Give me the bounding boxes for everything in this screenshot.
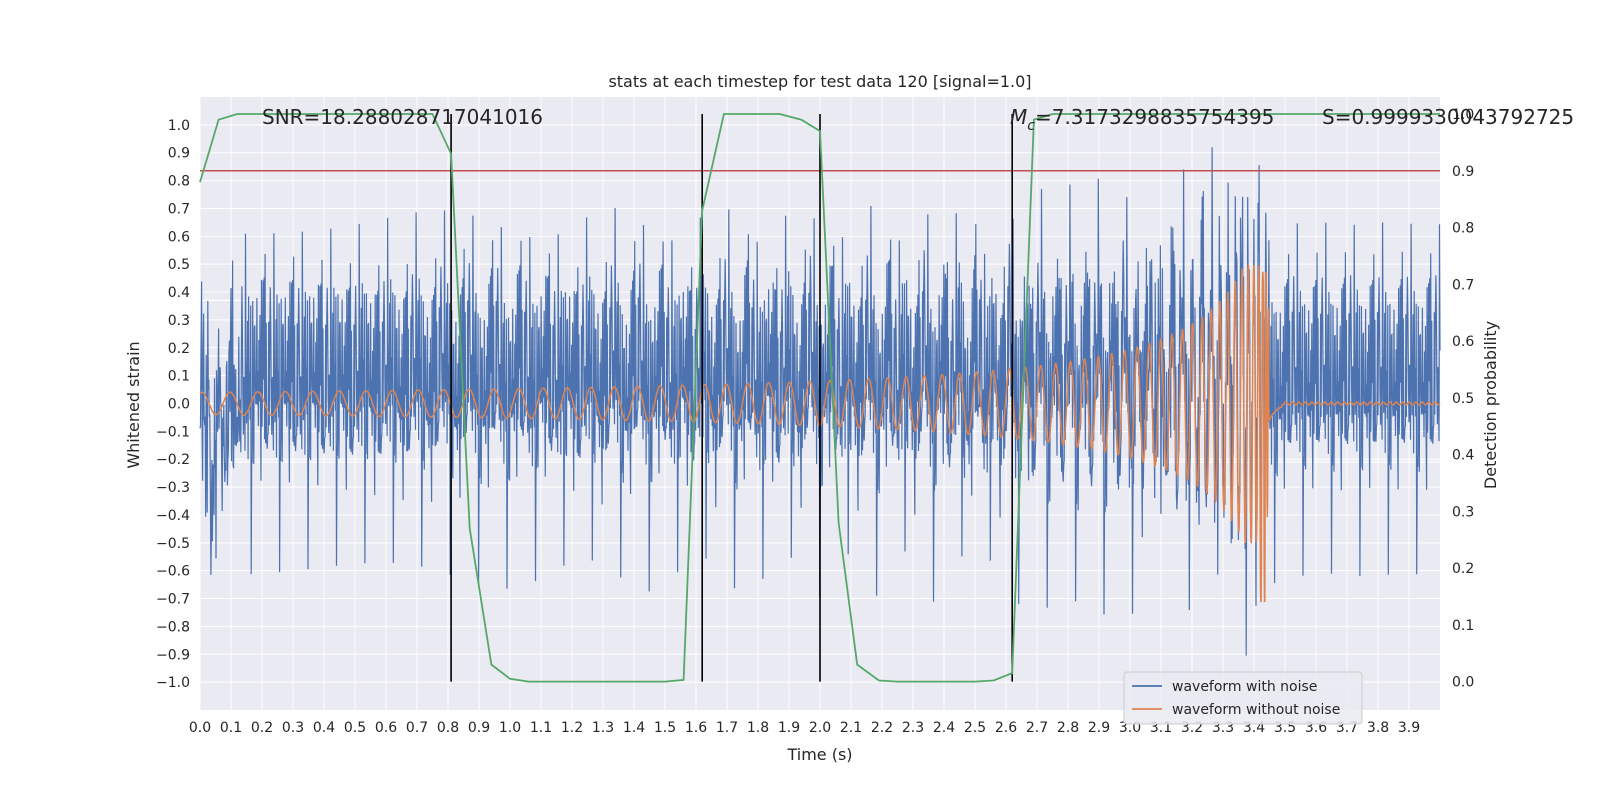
y-tick-label: 0.8 — [168, 174, 190, 190]
x-tick-label: 0.1 — [220, 720, 242, 736]
legend: waveform with noise waveform without noi… — [1123, 671, 1363, 725]
legend-label-clean: waveform without noise — [1172, 702, 1340, 718]
x-tick-label: 0.5 — [344, 720, 366, 736]
y-tick-label: −1.0 — [156, 675, 190, 691]
y-tick-label: −0.1 — [156, 424, 190, 440]
y-axis-label: Whitened strain — [124, 341, 143, 468]
chirp-mass-annotation: Mc=7.3173298835754395 — [1010, 105, 1274, 134]
legend-box — [1123, 671, 1363, 725]
x-tick-label: 0.2 — [251, 720, 273, 736]
snr-annotation: SNR=18.288028717041016 — [262, 105, 543, 129]
y-right-tick-label: 0.5 — [1452, 391, 1474, 407]
y-tick-label: −0.8 — [156, 619, 190, 635]
x-tick-label: 1.4 — [623, 720, 645, 736]
x-tick-label: 2.5 — [964, 720, 986, 736]
chirp-mass-symbol: M — [1010, 105, 1027, 129]
y-right-tick-label: 0.4 — [1452, 448, 1474, 464]
y-axis-right-label: Detection probability — [1481, 321, 1500, 489]
x-tick-label: 2.4 — [933, 720, 955, 736]
x-tick-label: 2.7 — [1026, 720, 1048, 736]
x-tick-label: 0.0 — [189, 720, 211, 736]
detection-probability-line — [199, 113, 1440, 683]
x-tick-label: 2.0 — [809, 720, 831, 736]
y-right-tick-label: 0.0 — [1452, 675, 1474, 691]
y-tick-label: −0.7 — [156, 592, 190, 608]
x-tick-label: 2.9 — [1088, 720, 1110, 736]
chart-title: stats at each timestep for test data 120… — [608, 72, 1031, 91]
y-right-tick-label: 0.3 — [1452, 504, 1474, 520]
x-tick-label: 1.0 — [499, 720, 521, 736]
y-tick-label: 1.0 — [168, 118, 190, 134]
x-tick-label: 1.6 — [685, 720, 707, 736]
y-tick-label: 0.6 — [168, 229, 190, 245]
x-tick-label: 2.8 — [1057, 720, 1079, 736]
x-tick-label: 1.9 — [778, 720, 800, 736]
x-tick-label: 1.7 — [716, 720, 738, 736]
detection-overlay — [199, 113, 1440, 683]
x-tick-label: 2.2 — [871, 720, 893, 736]
x-tick-label: 0.3 — [282, 720, 304, 736]
y-tick-label: −0.9 — [156, 647, 190, 663]
y-right-tick-label: 0.6 — [1452, 334, 1474, 350]
y-tick-label: 0.0 — [168, 397, 190, 413]
chirp-mass-value: =7.3173298835754395 — [1035, 105, 1274, 129]
x-tick-label: 3.8 — [1367, 720, 1389, 736]
y-tick-label: −0.5 — [156, 536, 190, 552]
y-tick-label: 0.2 — [168, 341, 190, 357]
x-tick-label: 0.4 — [313, 720, 335, 736]
y-tick-label: 0.5 — [168, 257, 190, 273]
x-tick-label: 0.9 — [468, 720, 490, 736]
y-tick-label: 0.4 — [168, 285, 190, 301]
y-right-tick-label: 0.8 — [1452, 221, 1474, 237]
y-axis-ticks: 1.0 0.9 0.8 0.7 0.6 0.5 0.4 0.3 0.2 0.1 0.0 −0.1 −0.… — [156, 118, 190, 691]
x-tick-label: 1.2 — [561, 720, 583, 736]
chirp-mass-subscript: c — [1027, 118, 1035, 134]
x-tick-label: 3.9 — [1398, 720, 1420, 736]
y-right-tick-label: 0.7 — [1452, 277, 1474, 293]
x-tick-label: 2.6 — [995, 720, 1017, 736]
y-tick-label: −0.2 — [156, 452, 190, 468]
y-tick-label: −0.4 — [156, 508, 190, 524]
y-tick-label: −0.6 — [156, 564, 190, 580]
y-tick-label: 0.7 — [168, 201, 190, 217]
legend-label-noisy: waveform with noise — [1172, 679, 1317, 695]
y-right-tick-label: 0.1 — [1452, 618, 1474, 634]
x-tick-label: 1.8 — [747, 720, 769, 736]
x-tick-label: 1.5 — [654, 720, 676, 736]
y-tick-label: 0.9 — [168, 146, 190, 162]
y-right-tick-label: 1.0 — [1452, 107, 1474, 123]
y-tick-label: −0.3 — [156, 480, 190, 496]
y-tick-label: 0.3 — [168, 313, 190, 329]
y-tick-label: 0.1 — [168, 369, 190, 385]
x-tick-label: 2.1 — [840, 720, 862, 736]
x-axis-label: Time (s) — [786, 745, 852, 764]
y-right-tick-label: 0.2 — [1452, 561, 1474, 577]
y-axis-right-ticks: 1.0 0.9 0.8 0.7 0.6 0.5 0.4 0.3 0.2 0.1 0.0 — [1452, 107, 1474, 691]
s-annotation: S=0.9999330043792725 — [1322, 105, 1574, 129]
x-tick-label: 0.8 — [437, 720, 459, 736]
x-tick-label: 1.1 — [530, 720, 552, 736]
x-tick-label: 1.3 — [592, 720, 614, 736]
x-tick-label: 0.7 — [406, 720, 428, 736]
x-tick-label: 0.6 — [375, 720, 397, 736]
x-tick-label: 2.3 — [902, 720, 924, 736]
y-right-tick-label: 0.9 — [1452, 164, 1474, 180]
